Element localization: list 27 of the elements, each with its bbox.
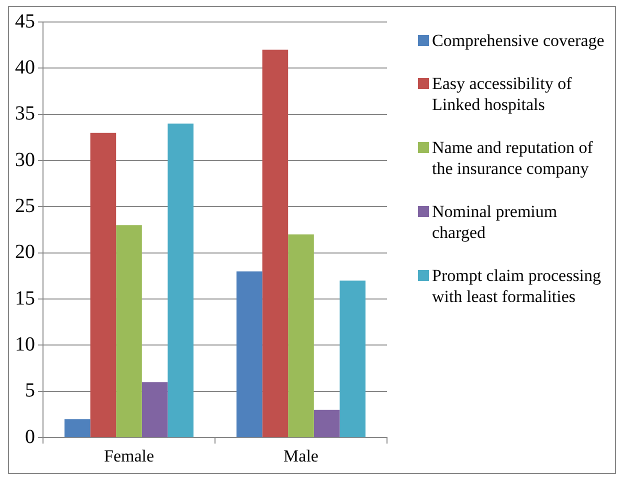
bar: [288, 234, 314, 438]
x-tick-label: Female: [104, 446, 154, 466]
y-tick-label: 40: [15, 56, 35, 78]
bar: [64, 419, 90, 438]
bar: [90, 132, 116, 438]
y-tick-label: 10: [15, 333, 35, 356]
bar: [116, 225, 142, 438]
y-tick-label: 25: [15, 194, 35, 217]
legend-label: Comprehensive coverage: [432, 30, 604, 51]
x-tick-label: Male: [284, 446, 318, 466]
y-tick-label: 0: [25, 426, 35, 448]
bar: [314, 410, 340, 438]
bar: [236, 271, 262, 438]
bar: [142, 382, 168, 438]
legend-label: Easy accessibility of Linked hospitals: [432, 73, 573, 115]
y-tick-label: 5: [25, 380, 35, 402]
y-tick-label: 20: [15, 241, 35, 264]
y-tick-label: 45: [15, 10, 35, 32]
bar: [340, 280, 366, 438]
y-tick-label: 30: [15, 148, 35, 171]
y-tick-label: 35: [15, 102, 35, 125]
legend-label: Nominal premium charged: [432, 201, 558, 243]
legend-label: Prompt claim processing with least formalities: [432, 265, 602, 307]
legend-label: Name and reputation of the insurance company: [432, 137, 594, 179]
bar: [262, 50, 288, 438]
y-tick-label: 15: [15, 287, 35, 310]
bar: [168, 124, 194, 438]
